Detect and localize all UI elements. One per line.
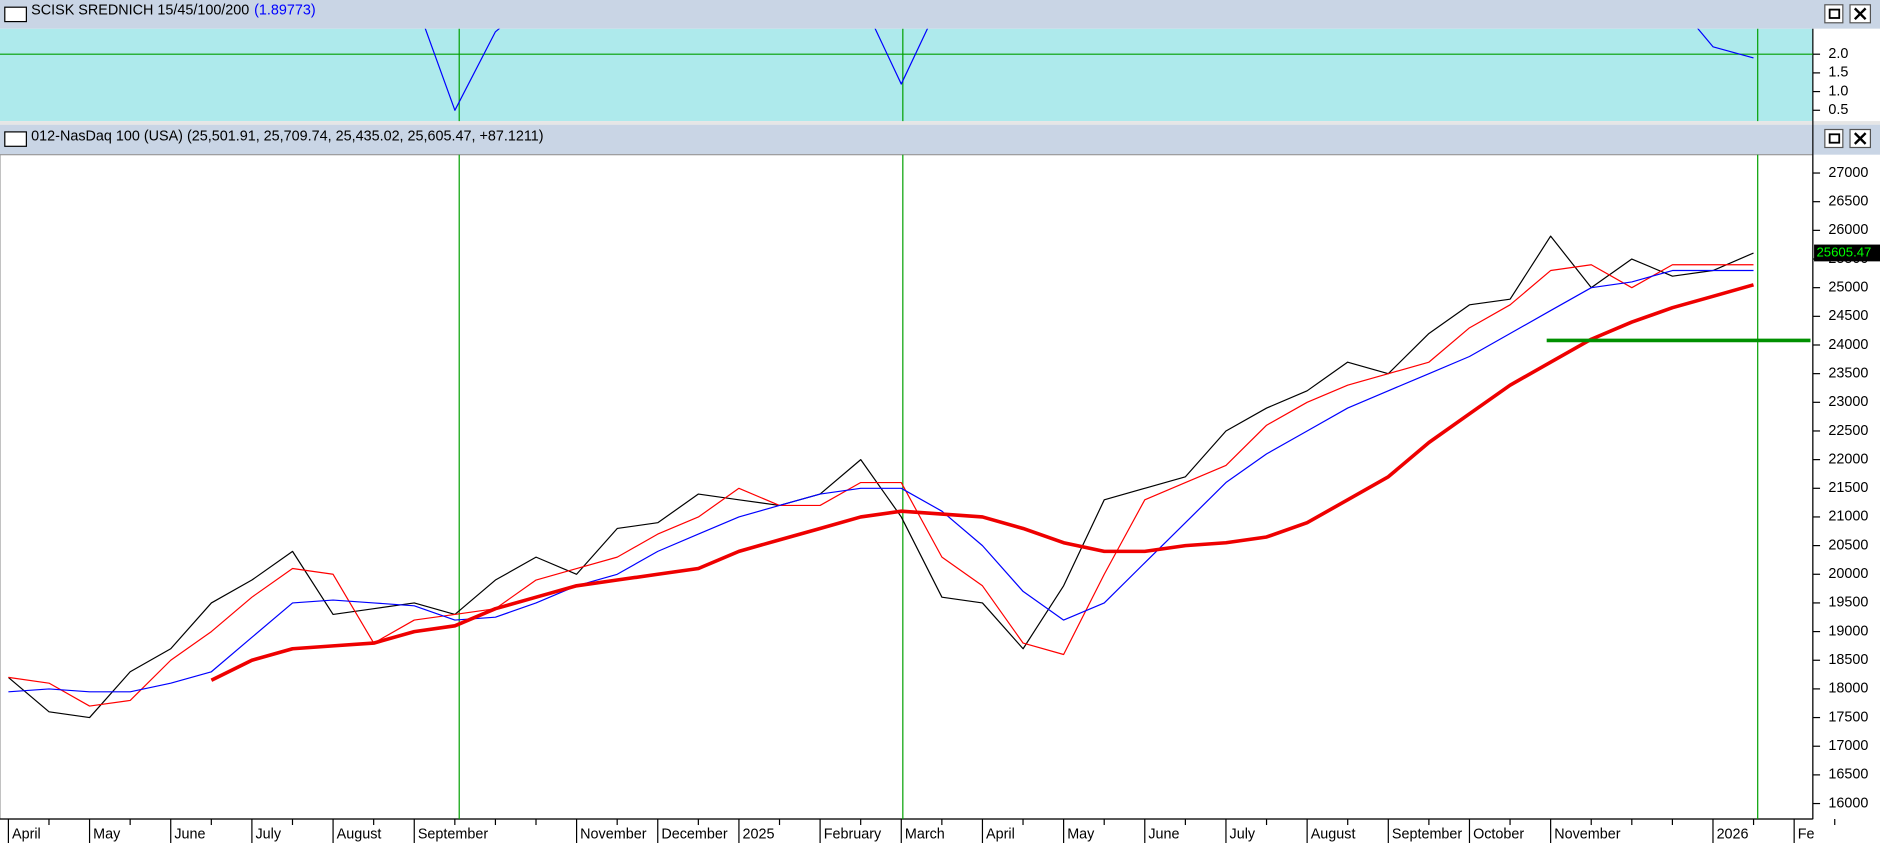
y-tick-label: 24000 <box>1828 337 1868 353</box>
x-tick-label: September <box>418 826 489 842</box>
x-tick-label: March <box>905 826 945 842</box>
x-tick-label: May <box>1067 826 1095 842</box>
y-tick-label: 22000 <box>1828 451 1868 467</box>
x-tick-label: July <box>256 826 282 842</box>
panel-title: SCISK SREDNICH 15/45/100/200 <box>31 3 249 19</box>
x-tick-label: April <box>986 826 1015 842</box>
separator <box>0 121 1880 125</box>
x-tick-label: 2025 <box>743 826 775 842</box>
x-tick-label: August <box>337 826 382 842</box>
y-tick-label: 16000 <box>1828 795 1868 811</box>
panel-icon <box>4 6 27 23</box>
x-tick-label: December <box>661 826 728 842</box>
close-icon <box>1853 132 1867 145</box>
series-line <box>424 28 1754 111</box>
last-price-tag <box>1814 244 1880 262</box>
y-tick-label: 1.5 <box>1828 65 1848 81</box>
y-tick-label: 19000 <box>1828 623 1868 639</box>
y-tick-label: 21000 <box>1828 509 1868 525</box>
y-tick-label: 2.0 <box>1828 46 1848 62</box>
x-tick-label: 2026 <box>1717 826 1749 842</box>
y-tick-label: 20500 <box>1828 537 1868 553</box>
series-line <box>210 283 1754 682</box>
current-value: (1.89773) <box>254 3 316 19</box>
y-tick-label: 17000 <box>1828 738 1868 754</box>
y-tick-label: 27000 <box>1828 165 1868 181</box>
y-tick-label: 0.5 <box>1828 102 1848 118</box>
x-tick-label: Fe <box>1798 826 1815 842</box>
x-tick-label: April <box>12 826 41 842</box>
y-tick-label: 20000 <box>1828 566 1868 582</box>
x-tick-label: June <box>1148 826 1179 842</box>
top-plot <box>0 28 1813 122</box>
clipped-series <box>424 28 1754 111</box>
last-price-label: 25605.47 <box>1816 244 1871 259</box>
y-tick-label: 21500 <box>1828 480 1868 496</box>
close-icon <box>1853 7 1867 21</box>
main-plot <box>0 154 1814 820</box>
y-tick-label: 19500 <box>1828 595 1868 611</box>
vertical-markers <box>458 28 1759 820</box>
x-tick-label: August <box>1311 826 1356 842</box>
x-tick-label: November <box>1554 826 1621 842</box>
x-tick-label: September <box>1392 826 1463 842</box>
y-tick-label: 1.0 <box>1828 83 1848 99</box>
x-tick-label: November <box>580 826 647 842</box>
y-tick-label: 18500 <box>1828 652 1868 668</box>
x-tick-label: July <box>1230 826 1256 842</box>
maximize-icon <box>1828 8 1841 19</box>
y-tick-label: 16500 <box>1828 767 1868 783</box>
panel-icon <box>4 131 27 147</box>
y-tick-label: 23500 <box>1828 365 1868 381</box>
main-header <box>0 124 1880 155</box>
top-header <box>0 0 1880 29</box>
y-tick-label: 26500 <box>1828 193 1868 209</box>
y-tick-label: 25000 <box>1828 279 1868 295</box>
series-line <box>8 269 1754 693</box>
y-tick-label: 18000 <box>1828 681 1868 697</box>
top-axis <box>1812 28 1880 122</box>
y-tick-label: 24500 <box>1828 308 1868 324</box>
x-tick-label: October <box>1473 826 1524 842</box>
x-tick-label: May <box>93 826 121 842</box>
y-tick-label: 23000 <box>1828 394 1868 410</box>
x-tick-label: February <box>824 826 882 842</box>
x-tick-label: June <box>174 826 205 842</box>
panel-title: 012-NasDaq 100 (USA) (25,501.91, 25,709.… <box>31 128 543 144</box>
y-tick-label: 17500 <box>1828 709 1868 725</box>
maximize-icon <box>1828 133 1841 144</box>
y-tick-label: 26000 <box>1828 222 1868 238</box>
y-tick-label: 22500 <box>1828 423 1868 439</box>
series-line <box>8 264 1754 707</box>
